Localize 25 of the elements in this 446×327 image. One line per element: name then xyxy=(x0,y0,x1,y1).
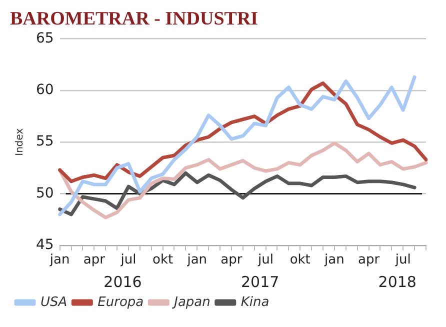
x-tick-label: jan xyxy=(48,252,70,268)
y-tick-label: 65 xyxy=(36,30,54,46)
legend-label: Kina xyxy=(240,294,270,310)
text: 2018 xyxy=(378,273,416,291)
y-tick-label: 50 xyxy=(36,185,54,202)
chart-title: BAROMETRAR - INDUSTRI xyxy=(10,8,258,30)
y-tick-label: 55 xyxy=(36,134,54,150)
x-tick-label: jul xyxy=(257,252,274,268)
legend-label: USA xyxy=(40,294,68,310)
y-axis-title: Index xyxy=(14,128,26,156)
legend-label: Europa xyxy=(98,294,144,310)
x-tick-label: jul xyxy=(120,252,136,268)
y-tick-label: 60 xyxy=(36,82,54,98)
x-tick-label: jan xyxy=(186,252,208,268)
x-tick-label: jul xyxy=(394,252,411,268)
text: 2017 xyxy=(240,273,280,291)
x-tick-label: apr xyxy=(220,252,243,268)
x-tick-label: okt xyxy=(290,252,310,268)
y-tick-label: 45 xyxy=(36,237,54,254)
legend-label: Japan xyxy=(171,294,210,310)
x-tick-label: okt xyxy=(152,252,174,268)
x-tick-label: apr xyxy=(358,252,380,268)
x-tick-label: apr xyxy=(83,252,106,268)
text: 2016 xyxy=(104,273,142,291)
x-tick-label: jan xyxy=(324,252,344,268)
